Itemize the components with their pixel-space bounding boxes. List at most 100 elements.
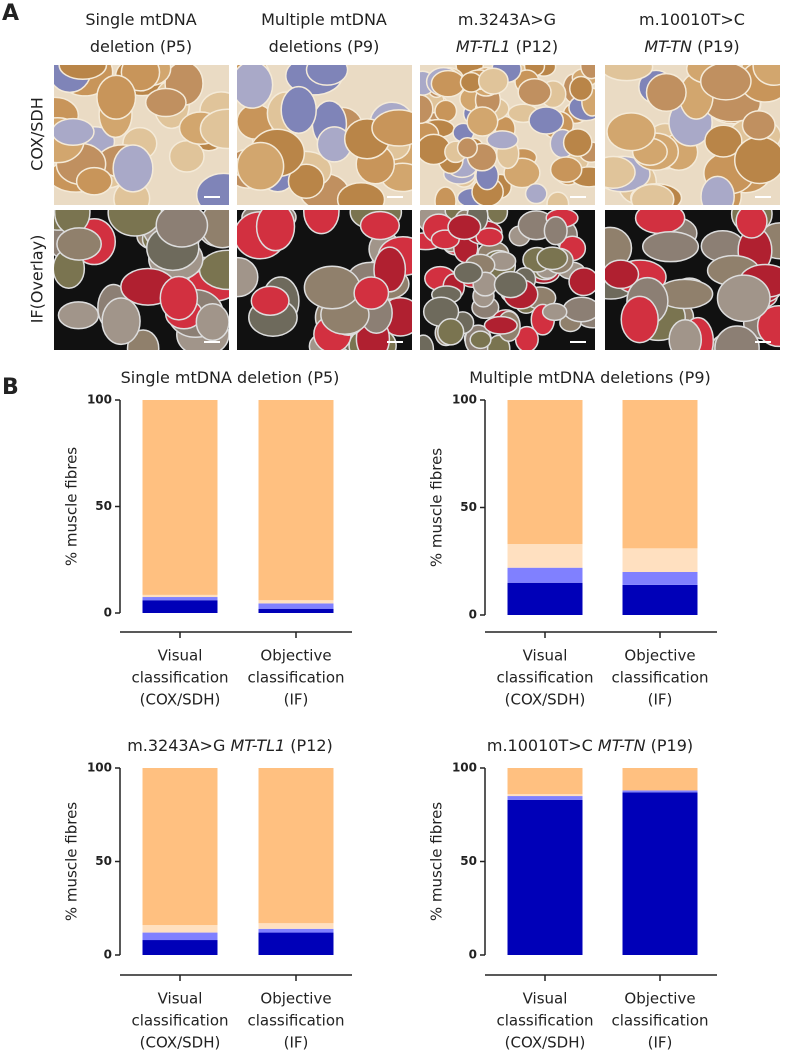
x-tick-label: (IF) xyxy=(648,1034,673,1052)
bar-segment xyxy=(507,768,583,795)
column-header: MT-TN (P19) xyxy=(644,37,739,56)
bar-segment xyxy=(258,600,334,604)
chart-title: Multiple mtDNA deletions (P9) xyxy=(469,368,711,387)
bar-segment xyxy=(258,608,334,613)
micrograph-content xyxy=(237,210,412,350)
x-tick-label: Objective xyxy=(260,647,331,665)
fibre xyxy=(536,246,569,271)
fibre xyxy=(543,216,568,246)
fibre xyxy=(353,276,390,310)
fibre xyxy=(562,296,595,323)
column-header: deletions (P9) xyxy=(269,37,380,56)
x-tick-label: (COX/SDH) xyxy=(140,691,221,709)
fibre xyxy=(144,87,187,118)
column-header: Single mtDNA xyxy=(85,10,196,29)
fibre xyxy=(237,65,274,109)
fibre xyxy=(237,141,285,191)
fibre xyxy=(58,65,108,81)
bar-segment xyxy=(622,768,698,791)
fibre xyxy=(359,210,401,241)
fibre xyxy=(756,304,780,348)
fibre xyxy=(430,69,466,98)
fibre xyxy=(280,85,317,135)
bar-segment xyxy=(507,400,583,545)
fibre xyxy=(517,78,552,107)
column-header: deletion (P5) xyxy=(90,37,192,56)
fibre xyxy=(447,213,482,241)
fibre xyxy=(466,106,499,137)
text-run: (P12) xyxy=(285,736,333,755)
text-run: MT-TL1 xyxy=(230,736,285,755)
fibre xyxy=(704,124,743,158)
fibre xyxy=(57,301,100,330)
fibre xyxy=(700,175,735,205)
bar-segment xyxy=(622,572,698,585)
text-run: Single mtDNA xyxy=(85,10,196,29)
chart-title: m.10010T>C MT-TN (P19) xyxy=(487,736,693,755)
fibre xyxy=(305,65,349,86)
bar-segment xyxy=(142,594,218,598)
bar-segment xyxy=(258,768,334,924)
fibre xyxy=(546,191,570,205)
x-tick-label: classification xyxy=(611,669,708,687)
x-tick-label: classification xyxy=(247,1012,344,1030)
micrograph xyxy=(420,65,595,205)
row-label: IF(Overlay) xyxy=(28,235,47,324)
fibre xyxy=(634,210,686,235)
fibre xyxy=(420,94,434,125)
fibre xyxy=(237,256,259,298)
y-tick-label: 50 xyxy=(460,854,477,868)
fibre xyxy=(54,117,95,146)
bar-segment xyxy=(142,768,218,926)
x-tick-label: Visual xyxy=(158,990,203,1008)
micrograph xyxy=(237,210,412,350)
micrograph-content xyxy=(237,65,412,205)
bar-segment xyxy=(507,794,583,797)
bar-segment xyxy=(622,792,698,955)
chart-title: m.3243A>G MT-TL1 (P12) xyxy=(127,736,333,755)
x-tick-label: classification xyxy=(247,669,344,687)
y-tick-label: 50 xyxy=(95,854,112,868)
text-run: (P12) xyxy=(511,37,559,56)
text-run: m.3243A>G xyxy=(458,10,556,29)
fibre xyxy=(371,109,412,147)
fibre xyxy=(733,136,780,185)
micrograph xyxy=(605,65,780,205)
micrograph xyxy=(605,210,780,350)
bar-segment xyxy=(142,597,218,601)
x-tick-label: (IF) xyxy=(648,691,673,709)
fibre xyxy=(579,65,595,80)
fibre xyxy=(287,163,325,199)
fibre xyxy=(199,108,229,150)
fibre xyxy=(605,65,654,82)
fibre xyxy=(483,315,518,335)
bar-segment xyxy=(258,928,334,933)
bar-segment xyxy=(622,584,698,615)
y-tick-label: 0 xyxy=(104,948,112,962)
micrograph xyxy=(420,210,595,350)
bar-segment xyxy=(507,582,583,615)
fibre xyxy=(493,270,528,299)
fibre xyxy=(741,110,776,141)
micrograph-content xyxy=(420,210,595,350)
bar-segment xyxy=(258,923,334,929)
text-run: m.3243A>G xyxy=(127,736,230,755)
y-tick-label: 100 xyxy=(452,393,477,407)
x-tick-label: Visual xyxy=(523,647,568,665)
fibre xyxy=(303,265,361,310)
fibre xyxy=(524,183,548,205)
x-tick-label: classification xyxy=(496,1012,593,1030)
fibre xyxy=(155,210,209,248)
fibre xyxy=(486,130,519,150)
micrograph xyxy=(54,210,229,350)
fibre xyxy=(303,210,340,235)
text-run: m.10010T>C xyxy=(639,10,745,29)
y-axis-label: % muscle fibres xyxy=(428,448,446,567)
fibre xyxy=(195,303,229,342)
x-tick-label: (IF) xyxy=(284,691,309,709)
bar-segment xyxy=(142,400,218,595)
fibre xyxy=(477,67,509,95)
panel-label: A xyxy=(2,1,19,26)
fibre xyxy=(645,72,687,113)
